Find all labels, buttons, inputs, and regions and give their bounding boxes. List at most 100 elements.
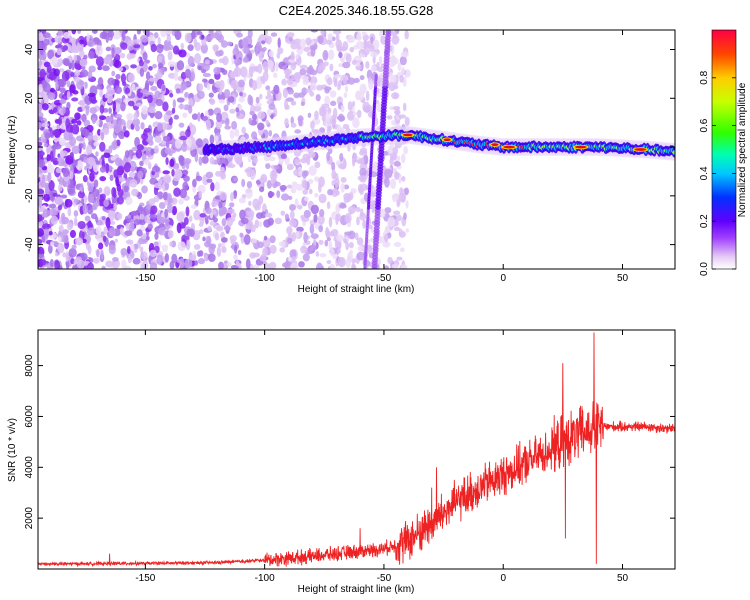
heatmap-cell: [99, 104, 105, 114]
heatmap-cell: [318, 239, 324, 245]
heatmap-cell: [273, 84, 280, 95]
heatmap-cell: [96, 249, 100, 258]
heatmap-cell: [287, 237, 293, 244]
heatmap-cell: [142, 52, 148, 61]
heatmap-cell: [78, 80, 85, 86]
heatmap-cell: [66, 90, 71, 100]
heatmap-cell: [38, 141, 43, 147]
heatmap-cell: [276, 190, 281, 199]
heatmap-cell: [47, 159, 52, 169]
heatmap-cell: [325, 39, 333, 45]
heatmap-cell: [45, 184, 50, 195]
heatmap-cell: [117, 212, 123, 220]
heatmap-cell: [100, 249, 104, 260]
heatmap-cell: [56, 124, 61, 130]
heatmap-cell: [351, 157, 356, 167]
heatmap-cell: [314, 176, 320, 182]
heatmap-cell: [387, 256, 393, 265]
heatmap-cell: [248, 200, 252, 207]
heatmap-cell: [57, 30, 62, 36]
heatmap-cell: [195, 138, 204, 148]
heatmap-cell: [129, 179, 138, 188]
heatmap-cell: [300, 245, 308, 254]
heatmap-cell: [144, 82, 150, 91]
heatmap-cell: [140, 251, 148, 260]
heatmap-cell: [71, 244, 77, 250]
heatmap-cell: [265, 85, 271, 91]
heatmap-cell: [314, 161, 321, 169]
heatmap-cell: [191, 113, 199, 120]
heatmap-cell: [38, 116, 44, 121]
heatmap-cell: [201, 34, 205, 40]
heatmap-cell: [101, 215, 106, 221]
heatmap-cell: [150, 205, 158, 215]
heatmap-cell: [145, 235, 150, 241]
heatmap-cell: [175, 88, 181, 94]
heatmap-cell: [345, 215, 350, 222]
heatmap-cell: [209, 134, 215, 145]
heatmap-cell: [284, 98, 288, 110]
heatmap-cell: [229, 202, 235, 208]
heatmap-cell: [46, 154, 51, 162]
heatmap-cell: [60, 194, 68, 199]
heatmap-cell: [266, 108, 272, 117]
heatmap-cell: [120, 42, 128, 50]
heatmap-cell: [324, 86, 332, 92]
heatmap-cell: [99, 166, 107, 173]
heatmap-cell: [99, 115, 107, 120]
heatmap-cell: [133, 112, 138, 121]
heatmap-cell: [140, 262, 147, 269]
heatmap-cell: [326, 77, 333, 86]
heatmap-cell: [333, 74, 342, 79]
heatmap-cell: [232, 212, 237, 218]
heatmap-cell: [307, 178, 314, 184]
heatmap-cell: [396, 256, 403, 261]
heatmap-cell: [139, 246, 144, 253]
heatmap-cell: [286, 226, 293, 235]
heatmap-cell: [329, 63, 334, 72]
heatmap-cell: [260, 253, 267, 262]
heatmap-cell: [127, 39, 134, 48]
heatmap-cell: [124, 230, 133, 237]
heatmap-cell: [354, 232, 359, 241]
heatmap-cell: [295, 54, 299, 60]
heatmap-cell: [108, 227, 116, 237]
heatmap-cell: [340, 58, 345, 63]
heatmap-xlabel: Height of straight line (km): [298, 284, 415, 295]
heatmap-cell: [79, 50, 85, 58]
heatmap-cell: [338, 51, 343, 59]
heatmap-cell: [157, 36, 161, 45]
heatmap-cell: [107, 77, 115, 86]
heatmap-cell: [308, 188, 313, 195]
heatmap-cell: [316, 262, 323, 269]
heatmap-cell: [91, 117, 97, 125]
heatmap-cell: [384, 233, 389, 243]
heatmap-cell: [391, 263, 399, 269]
heatmap-cell: [108, 107, 112, 114]
heatmap-cell: [133, 44, 141, 49]
heatmap-cell: [86, 40, 95, 47]
heatmap-cell: [130, 64, 137, 69]
heatmap-cell: [71, 30, 77, 35]
heatmap-cell: [58, 68, 65, 73]
heatmap-cell: [199, 213, 207, 218]
heatmap-cell: [53, 68, 60, 77]
heatmap-cell: [289, 249, 297, 259]
heatmap-cell: [123, 130, 130, 138]
heatmap-cell: [315, 251, 320, 257]
heatmap-cell: [52, 192, 58, 197]
heatmap-cell: [154, 111, 163, 120]
heatmap-cell: [147, 94, 153, 104]
heatmap-cell: [158, 216, 166, 223]
heatmap-cell: [117, 165, 124, 173]
heatmap-cell: [169, 241, 173, 247]
heatmap-cell: [223, 225, 231, 231]
heatmap-cell: [290, 51, 295, 61]
heatmap-cell: [99, 88, 104, 98]
heatmap-cell: [270, 32, 278, 37]
heatmap-cell: [318, 193, 327, 204]
heatmap-cell: [328, 263, 336, 269]
heatmap-cell: [138, 59, 144, 67]
heatmap-cell: [42, 82, 51, 93]
heatmap-cell: [385, 30, 392, 35]
